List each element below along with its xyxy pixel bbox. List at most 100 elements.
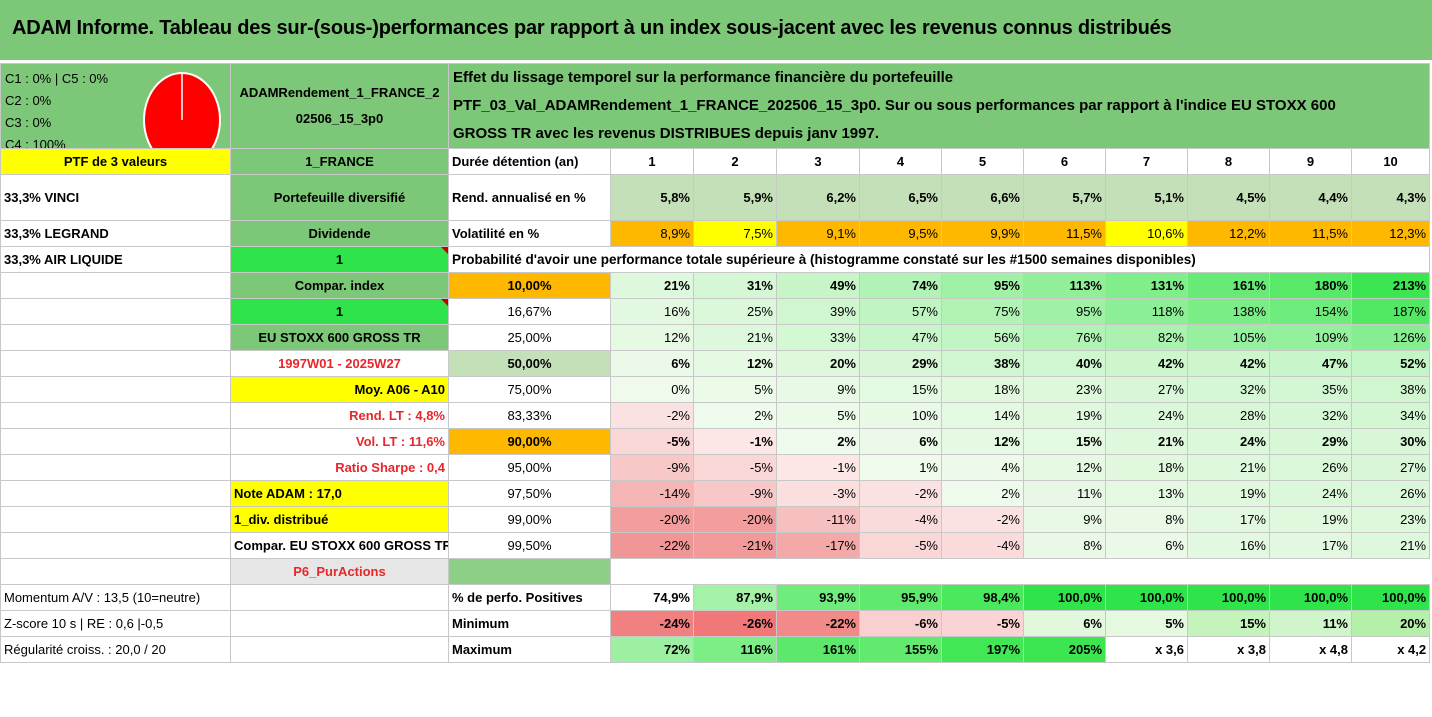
period-label: 1997W01 - 2025W27 xyxy=(230,350,449,377)
rend-value: 6,6% xyxy=(941,174,1024,221)
probability-value: -20% xyxy=(693,506,777,533)
probability-value: 4% xyxy=(941,454,1024,481)
stat-value: 5% xyxy=(1105,610,1188,637)
probability-value: 47% xyxy=(1269,350,1352,377)
dividend-label: Dividende xyxy=(230,220,449,247)
page-title: ADAM Informe. Tableau des sur-(sous-)per… xyxy=(0,0,1432,60)
probability-value: 6% xyxy=(610,350,694,377)
rend-value: 5,9% xyxy=(693,174,777,221)
probability-threshold: 99,00% xyxy=(448,506,611,533)
left-cell: PTF de 3 valeurs xyxy=(0,148,231,175)
strategy-swatch xyxy=(448,558,611,585)
stat-label: Minimum xyxy=(448,610,611,637)
probability-value: 12% xyxy=(693,350,777,377)
stat-label: Maximum xyxy=(448,636,611,663)
stat-value: 116% xyxy=(693,636,777,663)
probability-value: 21% xyxy=(693,324,777,351)
probability-threshold: 90,00% xyxy=(448,428,611,455)
probability-value: 138% xyxy=(1187,298,1270,325)
performance-table: C1 : 0% | C5 : 0% C2 : 0% C3 : 0% C4 : 100%… xyxy=(0,63,1431,663)
left-cell xyxy=(0,324,231,351)
probability-value: 11% xyxy=(1023,480,1106,507)
probability-value: 24% xyxy=(1105,402,1188,429)
rend-value: 5,8% xyxy=(610,174,694,221)
probability-value: 52% xyxy=(1350,350,1431,377)
probability-value: 113% xyxy=(1023,272,1106,299)
year-header: 4 xyxy=(859,148,942,175)
stat-value: 100,0% xyxy=(1350,584,1431,611)
allocation-line: C2 : 0% xyxy=(5,93,52,108)
vol-value: 8,9% xyxy=(610,220,694,247)
year-header: 10 xyxy=(1350,148,1431,175)
probability-threshold: 95,00% xyxy=(448,454,611,481)
year-header: 6 xyxy=(1023,148,1106,175)
adam-note-label: Note ADAM : 17,0 xyxy=(230,480,449,507)
probability-value: 15% xyxy=(1023,428,1106,455)
probability-value: -17% xyxy=(776,532,860,559)
stat-value: 205% xyxy=(1023,636,1106,663)
probability-value: 27% xyxy=(1350,454,1431,481)
probability-value: 31% xyxy=(693,272,777,299)
stat-value: x 3,8 xyxy=(1187,636,1270,663)
stat-value: 100,0% xyxy=(1105,584,1188,611)
probability-threshold: 75,00% xyxy=(448,376,611,403)
probability-threshold: 50,00% xyxy=(448,350,611,377)
probability-value: 24% xyxy=(1187,428,1270,455)
mid-cell xyxy=(230,584,449,611)
year-header: 7 xyxy=(1105,148,1188,175)
probability-value: 187% xyxy=(1350,298,1431,325)
left-cell: 33,3% AIR LIQUIDE xyxy=(0,246,231,273)
allocation-line: C1 : 0% | C5 : 0% xyxy=(5,71,109,86)
left-cell: 33,3% LEGRAND xyxy=(0,220,231,247)
duration-label: Durée détention (an) xyxy=(448,148,611,175)
rend-value: 6,2% xyxy=(776,174,860,221)
probability-value: -11% xyxy=(776,506,860,533)
probability-value: 35% xyxy=(1269,376,1352,403)
left-cell: Momentum A/V : 13,5 (10=neutre) xyxy=(0,584,231,611)
stat-value: 93,9% xyxy=(776,584,860,611)
probability-value: 9% xyxy=(1023,506,1106,533)
allocation-panel: C1 : 0% | C5 : 0% C2 : 0% C3 : 0% C4 : 100% xyxy=(0,63,231,149)
dividend-distributed-label: 1_div. distribué xyxy=(230,506,449,533)
probability-value: 8% xyxy=(1105,506,1188,533)
probability-threshold: 25,00% xyxy=(448,324,611,351)
probability-value: 29% xyxy=(859,350,942,377)
probability-value: 42% xyxy=(1187,350,1270,377)
probability-value: 82% xyxy=(1105,324,1188,351)
compar-index-label: Compar. index xyxy=(230,272,449,299)
vol-value: 12,3% xyxy=(1350,220,1431,247)
mid-cell xyxy=(230,610,449,637)
probability-value: 21% xyxy=(1187,454,1270,481)
probability-title: Probabilité d'avoir une performance tota… xyxy=(447,246,1431,273)
stat-value: 161% xyxy=(776,636,860,663)
vol-label: Volatilité en % xyxy=(448,220,611,247)
probability-value: 10% xyxy=(859,402,942,429)
stat-value: 72% xyxy=(610,636,694,663)
probability-threshold: 16,67% xyxy=(448,298,611,325)
left-cell xyxy=(0,350,231,377)
probability-value: -14% xyxy=(610,480,694,507)
probability-value: 28% xyxy=(1187,402,1270,429)
probability-value: 40% xyxy=(1023,350,1106,377)
probability-value: 6% xyxy=(1105,532,1188,559)
probability-value: 109% xyxy=(1269,324,1352,351)
blank-cell xyxy=(610,558,1430,585)
strategy-label: P6_PurActions xyxy=(230,558,449,585)
allocation-line: C3 : 0% xyxy=(5,115,52,130)
probability-value: -2% xyxy=(610,402,694,429)
probability-value: 19% xyxy=(1187,480,1270,507)
probability-value: 5% xyxy=(693,376,777,403)
left-cell: 33,3% VINCI xyxy=(0,174,231,221)
probability-value: -4% xyxy=(859,506,942,533)
probability-value: 39% xyxy=(776,298,860,325)
probability-threshold: 10,00% xyxy=(448,272,611,299)
probability-value: 26% xyxy=(1269,454,1352,481)
probability-value: 30% xyxy=(1350,428,1431,455)
probability-value: 8% xyxy=(1023,532,1106,559)
probability-value: -3% xyxy=(776,480,860,507)
probability-value: 0% xyxy=(610,376,694,403)
probability-value: 17% xyxy=(1269,532,1352,559)
vol-value: 10,6% xyxy=(1105,220,1188,247)
probability-value: 95% xyxy=(941,272,1024,299)
probability-value: 38% xyxy=(1350,376,1431,403)
